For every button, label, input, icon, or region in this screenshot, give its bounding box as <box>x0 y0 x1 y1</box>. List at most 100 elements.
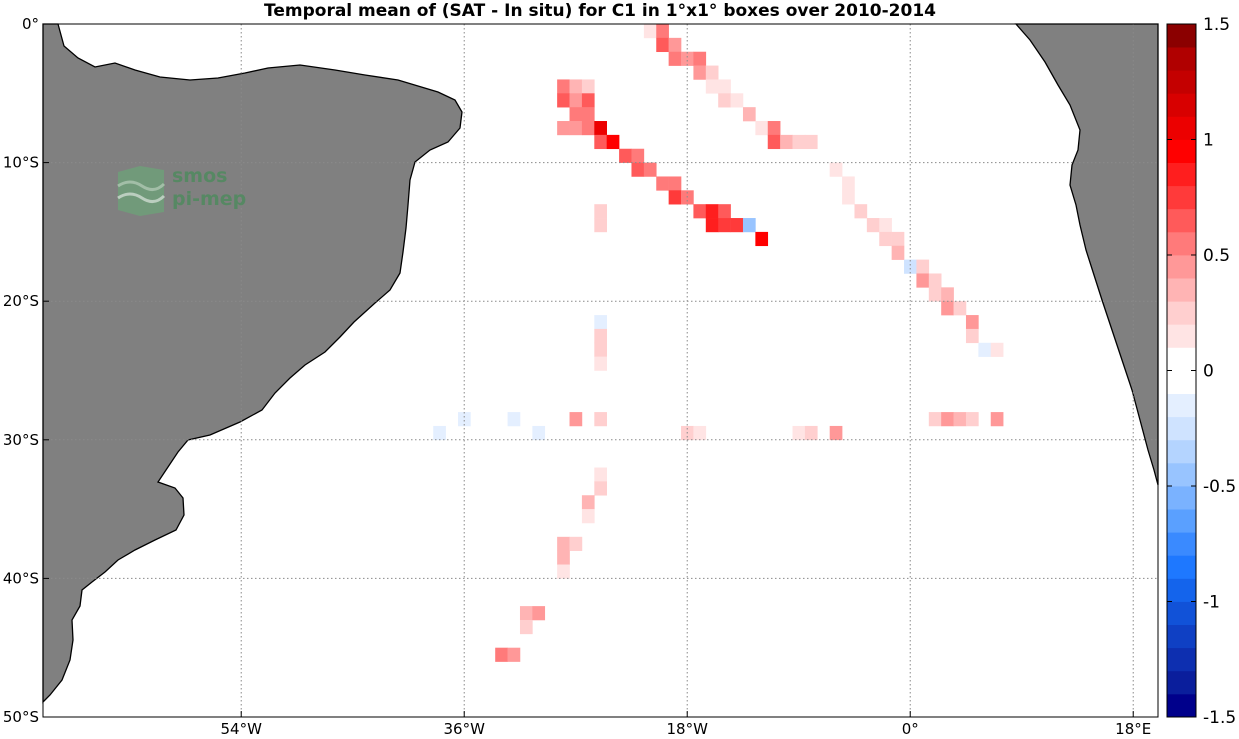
y-tick-label: 20°S <box>3 292 39 310</box>
data-cell-71 <box>978 342 992 357</box>
data-cell-56 <box>866 218 880 233</box>
colorbar: 1.5 1 0.5 0 -0.5 -1 -1.5 <box>1166 15 1236 728</box>
colorbar-level-15 <box>1167 347 1196 371</box>
data-cell-22 <box>581 79 595 94</box>
data-cell-11 <box>718 93 731 108</box>
data-cell-1 <box>656 24 669 39</box>
colorbar-tick-label: -1 <box>1203 593 1220 613</box>
data-cell-49 <box>755 231 769 247</box>
colorbar-level-25 <box>1167 116 1196 140</box>
data-cell-13 <box>742 107 756 122</box>
data-cell-95 <box>581 495 595 510</box>
colorbar-level-22 <box>1167 185 1196 210</box>
data-cell-86 <box>804 425 818 441</box>
data-cell-4 <box>668 51 682 66</box>
data-cell-34 <box>619 148 632 163</box>
colorbar-levels <box>1167 24 1196 718</box>
data-cell-64 <box>928 273 942 288</box>
y-tick-label: 30°S <box>3 431 39 449</box>
x-axis-ticks: 54°W 36°W 18°W 0° 18°E <box>221 711 1151 738</box>
africa-land <box>1014 23 1159 486</box>
data-cell-3 <box>668 37 682 53</box>
data-cell-90 <box>953 412 967 427</box>
data-cell-31 <box>594 121 607 136</box>
colorbar-tick-label: 0 <box>1203 362 1214 382</box>
data-cell-51 <box>594 218 607 233</box>
y-tick-label: 0° <box>22 15 39 33</box>
colorbar-tick-label: 0.5 <box>1203 246 1230 266</box>
data-cell-20 <box>557 79 570 94</box>
data-cell-2 <box>656 37 669 53</box>
x-tick-label: 18°W <box>667 720 709 738</box>
colorbar-level-6 <box>1167 555 1196 579</box>
data-cell-96 <box>581 509 595 524</box>
data-cell-17 <box>780 134 793 150</box>
colorbar-level-17 <box>1167 301 1196 325</box>
smos-pimep-logo: smos pi-mep <box>117 165 246 216</box>
data-cell-36 <box>631 162 645 177</box>
colorbar-level-27 <box>1167 70 1196 94</box>
data-cell-80 <box>594 412 607 427</box>
data-cell-104 <box>495 647 508 662</box>
map-axes: 54°W 36°W 18°W 0° 18°E 0° 10°S 20°S 30°S 40°S 50°… <box>3 15 1159 738</box>
data-cell-89 <box>941 412 954 427</box>
colorbar-tick-label: 1 <box>1203 131 1214 151</box>
data-cell-53 <box>842 176 855 191</box>
data-cell-32 <box>594 134 607 150</box>
data-cell-61 <box>904 259 917 274</box>
colorbar-level-14 <box>1167 370 1196 394</box>
colorbar-level-18 <box>1167 278 1196 302</box>
colorbar-level-24 <box>1167 139 1196 163</box>
data-cell-6 <box>693 51 707 66</box>
colorbar-level-23 <box>1167 162 1196 187</box>
data-cell-15 <box>767 121 781 136</box>
data-cell-63 <box>916 273 930 288</box>
colorbar-level-16 <box>1167 324 1196 348</box>
colorbar-level-29 <box>1167 24 1196 48</box>
colorbar-level-5 <box>1167 578 1196 602</box>
data-cell-101 <box>519 606 533 621</box>
x-tick-label: 36°W <box>444 720 486 738</box>
data-cell-54 <box>842 190 855 205</box>
data-cell-94 <box>594 481 607 496</box>
data-cell-55 <box>854 204 868 219</box>
map-frame <box>42 23 1159 718</box>
data-cell-79 <box>569 412 583 427</box>
colorbar-level-7 <box>1167 532 1196 556</box>
x-tick-label: 0° <box>902 720 919 738</box>
logo-line1: smos <box>172 165 227 187</box>
data-cell-78 <box>507 412 521 427</box>
data-cell-25 <box>581 93 595 108</box>
data-cell-26 <box>569 107 583 122</box>
x-tick-label: 54°W <box>221 720 263 738</box>
colorbar-level-10 <box>1167 462 1196 487</box>
data-cell-87 <box>829 425 843 441</box>
y-tick-label: 50°S <box>3 708 39 726</box>
data-cells <box>433 24 1004 662</box>
colorbar-level-26 <box>1167 93 1196 117</box>
data-cell-81 <box>433 425 446 441</box>
data-cell-43 <box>705 204 719 219</box>
colorbar-tick-label: 1.5 <box>1203 15 1230 35</box>
colorbar-tick-label: -0.5 <box>1203 477 1236 497</box>
data-cell-74 <box>594 328 607 344</box>
data-cell-48 <box>742 218 756 233</box>
data-cell-27 <box>581 107 595 122</box>
data-cell-19 <box>804 134 818 150</box>
data-cell-92 <box>990 412 1004 427</box>
data-cell-68 <box>953 301 967 316</box>
colorbar-level-3 <box>1167 624 1196 649</box>
data-cell-82 <box>532 425 546 441</box>
data-cell-88 <box>928 412 942 427</box>
colorbar-level-1 <box>1167 670 1196 695</box>
data-cell-42 <box>693 204 707 219</box>
colorbar-level-11 <box>1167 439 1196 464</box>
colorbar-level-4 <box>1167 601 1196 625</box>
data-cell-33 <box>606 134 620 150</box>
data-cell-23 <box>557 93 570 108</box>
chart-title: Temporal mean of (SAT - In situ) for C1 … <box>264 1 936 21</box>
grid-lines <box>43 24 1158 717</box>
data-cell-97 <box>557 536 570 551</box>
colorbar-tick-label: -1.5 <box>1203 708 1236 728</box>
